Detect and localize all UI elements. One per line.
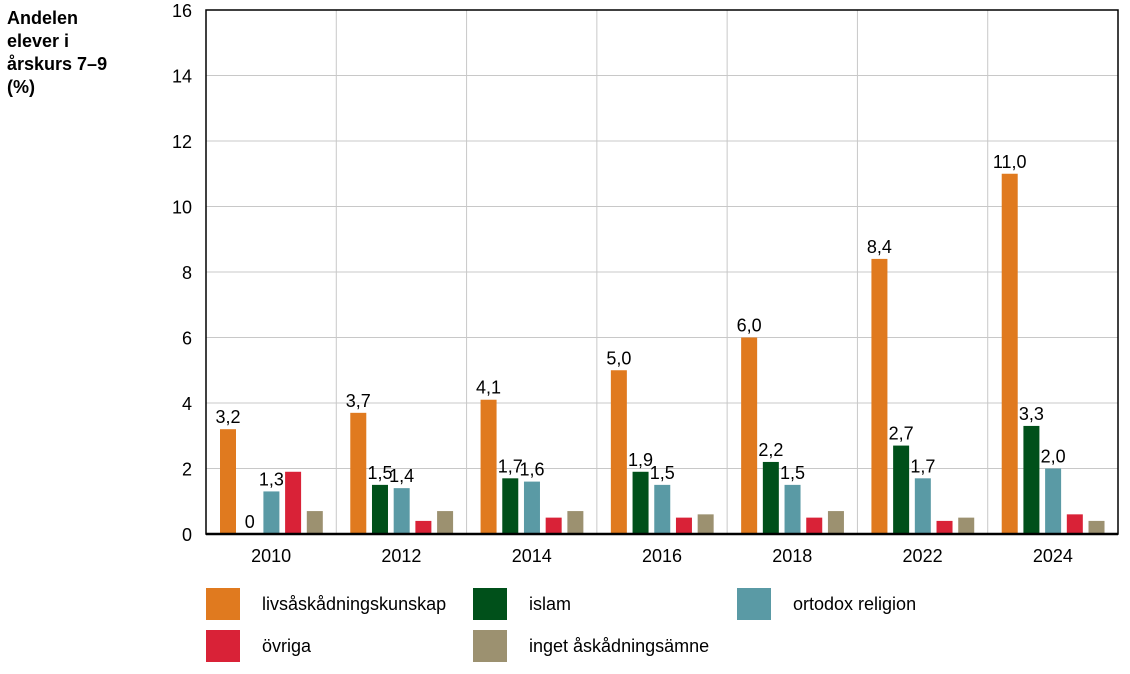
data-label: 4,1	[476, 378, 501, 398]
bar	[762, 461, 779, 534]
data-label: 1,5	[367, 463, 392, 483]
legend-label: livsåskådningskunskap	[262, 594, 446, 614]
bar	[437, 511, 454, 534]
legend-swatch	[206, 630, 240, 662]
bar	[350, 412, 367, 534]
bar	[1023, 425, 1040, 534]
data-label: 11,0	[993, 152, 1027, 172]
bar	[784, 484, 801, 534]
bar	[285, 471, 302, 534]
y-tick-label: 14	[172, 67, 192, 87]
bar	[567, 511, 584, 534]
legend-label: inget åskådningsämne	[529, 636, 709, 656]
bar	[1001, 173, 1018, 534]
x-tick-label: 2024	[1033, 546, 1073, 566]
data-label: 0	[245, 512, 255, 532]
bar	[871, 258, 888, 534]
data-label: 3,3	[1019, 404, 1044, 424]
x-tick-label: 2014	[512, 546, 552, 566]
data-label: 5,0	[606, 348, 631, 368]
bar	[523, 481, 540, 534]
bar	[958, 517, 975, 534]
y-tick-label: 4	[182, 394, 192, 414]
bar	[545, 517, 562, 534]
legend-swatch	[473, 630, 507, 662]
bar	[632, 471, 649, 534]
bar	[806, 517, 823, 534]
data-label: 1,3	[259, 469, 284, 489]
bar	[827, 511, 844, 534]
data-label: 3,7	[346, 391, 371, 411]
x-tick-label: 2018	[772, 546, 812, 566]
bar	[1066, 514, 1083, 534]
data-label: 1,7	[910, 456, 935, 476]
y-tick-label: 16	[172, 1, 192, 21]
bar	[936, 520, 953, 534]
x-tick-label: 2016	[642, 546, 682, 566]
data-label: 6,0	[737, 316, 762, 336]
data-label: 1,6	[519, 460, 544, 480]
bar	[893, 445, 910, 534]
data-label: 2,7	[889, 424, 914, 444]
bar	[741, 337, 758, 534]
x-tick-label: 2012	[381, 546, 421, 566]
bar	[1088, 520, 1105, 534]
bar	[306, 511, 323, 534]
data-label: 1,7	[498, 456, 523, 476]
bar	[220, 429, 236, 534]
bar	[654, 484, 671, 534]
data-label: 1,9	[628, 450, 653, 470]
y-tick-label: 2	[182, 460, 192, 480]
legend-swatch	[737, 588, 771, 620]
data-label: 1,5	[780, 463, 805, 483]
data-label: 1,4	[389, 466, 414, 486]
legend-label: övriga	[262, 636, 312, 656]
bar	[415, 520, 432, 534]
data-label: 3,2	[215, 407, 240, 427]
legend-label: ortodox religion	[793, 594, 916, 614]
bar	[697, 514, 714, 534]
bar	[1045, 468, 1062, 534]
y-tick-label: 8	[182, 263, 192, 283]
data-label: 8,4	[867, 237, 892, 257]
x-tick-label: 2010	[251, 546, 291, 566]
bar	[502, 478, 519, 534]
bar	[914, 478, 931, 534]
data-label: 1,5	[650, 463, 675, 483]
bar	[393, 488, 410, 534]
bar	[371, 484, 388, 534]
y-tick-label: 12	[172, 132, 192, 152]
legend-swatch	[473, 588, 507, 620]
data-label: 2,2	[758, 440, 783, 460]
bar	[675, 517, 692, 534]
y-axis-title: Andelen elever i årskurs 7–9 (%)	[7, 8, 108, 97]
legend-swatch	[206, 588, 240, 620]
y-tick-label: 6	[182, 329, 192, 349]
y-tick-label: 0	[182, 525, 192, 545]
data-label: 2,0	[1041, 447, 1066, 467]
bar	[480, 399, 497, 534]
y-tick-label: 10	[172, 198, 192, 218]
bar	[263, 491, 280, 534]
legend-label: islam	[529, 594, 571, 614]
bar	[610, 370, 627, 534]
x-tick-label: 2022	[903, 546, 943, 566]
